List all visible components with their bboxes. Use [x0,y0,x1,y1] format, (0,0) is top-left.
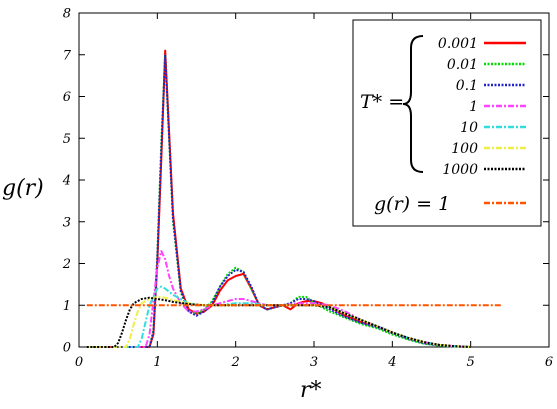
y-tick-label: 2 [62,257,71,272]
legend-label-8: g(r) = 1 [374,193,450,215]
legend-label-4: 1 [469,99,478,115]
series-lines [86,49,502,348]
y-tick-label: 4 [62,174,71,189]
legend: T* = 0.001 0.01 0.1 1 10 100 1000 g(r) = 1 [352,19,542,227]
y-tick-label: 1 [63,299,71,314]
legend-items: 0.001 0.01 0.1 1 10 100 1000 g(r) = 1 [374,36,526,215]
legend-label-2: 0.01 [447,57,478,73]
y-tick-label: 5 [63,132,71,147]
x-tick-label: 6 [545,355,553,370]
x-tick-label: 5 [467,355,475,370]
y-tick-label: 6 [63,90,71,105]
y-tick-label: 0 [63,341,71,356]
y-tick-label: 8 [63,7,71,22]
x-tick-label: 2 [231,355,240,370]
legend-brace-icon [402,35,424,173]
series-line-5 [86,285,471,348]
legend-label-1: 0.001 [438,36,478,52]
x-tick-label: 1 [153,355,161,370]
legend-box [352,19,542,227]
y-tick-label: 3 [63,215,71,230]
x-tick-label: 4 [387,355,396,370]
legend-label-3: 0.1 [456,78,478,94]
axis-ticks: 0 1 2 3 4 5 6 0 1 2 3 4 5 6 7 8 [62,7,553,371]
legend-group-label: T* = [360,91,404,113]
x-tick-label: 3 [310,355,318,370]
legend-label-6: 100 [451,141,478,157]
x-axis-label: r* [300,378,322,403]
legend-label-7: 1000 [442,162,478,178]
legend-label-5: 10 [460,120,478,136]
y-tick-label: 7 [63,48,72,63]
x-tick-label: 0 [75,355,83,370]
y-axis-label: g(r) [2,176,44,201]
series-line-7 [86,296,471,348]
